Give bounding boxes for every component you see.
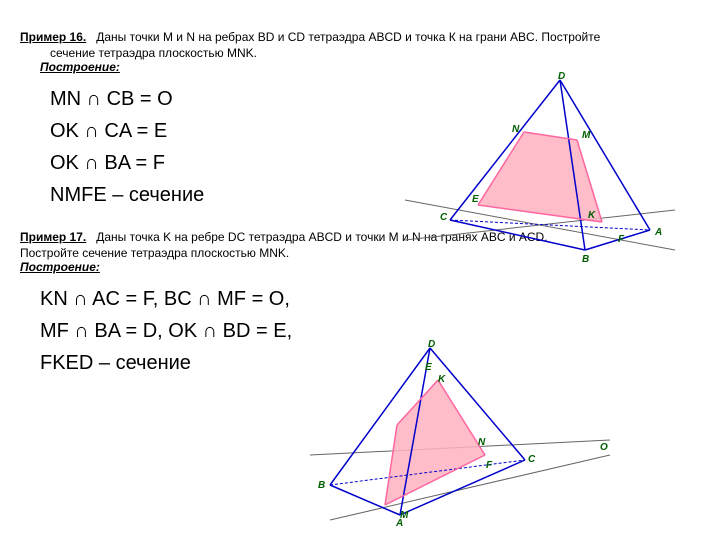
label-B: B (582, 254, 589, 265)
label-D: D (428, 340, 435, 350)
label-N: N (478, 437, 486, 448)
label-N: N (512, 124, 520, 135)
label-D: D (558, 71, 565, 82)
tetra-edge (450, 220, 585, 250)
section-fill (478, 132, 602, 222)
label-E: E (425, 362, 432, 373)
label-C: C (440, 212, 448, 223)
example16-header: Пример 16. Даны точки М и N на ребрах BD… (20, 30, 700, 44)
example17-title: Пример 17. (20, 230, 86, 244)
tetra-edge-hidden (450, 220, 650, 230)
example16-problem-l1: Даны точки М и N на ребрах BD и CD тетра… (96, 30, 600, 44)
label-C: C (528, 454, 536, 465)
label-F: F (618, 234, 625, 245)
example16-diagram: D A B C M N K E F (400, 70, 680, 275)
label-B: B (318, 480, 325, 491)
example16-problem-l2: сечение тетраэдра плоскостью MNK. (50, 46, 700, 60)
label-A: A (654, 227, 662, 238)
math-line: KN ∩ AC = F, BC ∩ MF = O, (40, 284, 700, 314)
label-O: O (600, 442, 608, 453)
label-E: E (472, 194, 479, 205)
label-K: K (588, 210, 596, 221)
example17-diagram: D A B C K E N M F O (300, 340, 620, 535)
example16-title: Пример 16. (20, 30, 86, 44)
label-F: F (486, 460, 493, 471)
section-fill (385, 380, 485, 505)
label-M: M (582, 130, 591, 141)
aux-line (330, 455, 610, 520)
label-M: M (400, 510, 409, 521)
label-K: K (438, 374, 446, 385)
